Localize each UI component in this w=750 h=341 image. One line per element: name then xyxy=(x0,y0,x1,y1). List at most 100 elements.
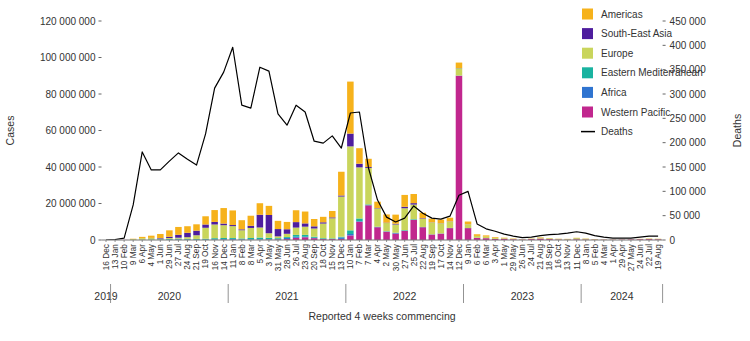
x-tick xyxy=(649,240,650,242)
year-separator xyxy=(228,284,229,303)
legend-label: Africa xyxy=(601,87,627,98)
x-tick xyxy=(332,240,333,242)
bar-segment xyxy=(320,224,327,239)
x-tick xyxy=(558,240,559,242)
bar-segment xyxy=(646,238,653,239)
bar-segment xyxy=(510,238,517,239)
y2-tick xyxy=(663,94,666,95)
y2-tick-label: 200 000 xyxy=(670,137,707,148)
x-tick xyxy=(440,240,441,242)
bar-segment xyxy=(220,238,227,239)
bar-segment xyxy=(501,238,508,239)
bar-segment xyxy=(302,223,309,226)
bar-segment xyxy=(420,219,427,227)
y-tick xyxy=(99,21,102,22)
bar-segment xyxy=(392,224,399,232)
bar-segment xyxy=(392,233,399,235)
bar-segment xyxy=(564,239,571,240)
bar-segment xyxy=(365,205,372,206)
bar-segment xyxy=(573,237,580,238)
year-separator xyxy=(463,284,464,303)
x-tick xyxy=(115,240,116,242)
bar-segment xyxy=(229,226,236,238)
bar-segment xyxy=(646,239,653,240)
bar-segment xyxy=(492,238,499,239)
year-label: 2024 xyxy=(610,290,634,302)
bar-segment xyxy=(329,211,336,217)
legend: AmericasSouth-East AsiaEuropeEastern Med… xyxy=(581,9,703,138)
bar-segment xyxy=(293,222,300,227)
bar-segment xyxy=(275,229,282,236)
y-tick-label: 0 xyxy=(90,235,96,246)
x-tick xyxy=(350,240,351,242)
bar-segment xyxy=(438,234,445,240)
x-tick xyxy=(250,240,251,242)
legend-label: Europe xyxy=(601,48,634,59)
x-tick xyxy=(232,240,233,242)
bar-segment xyxy=(374,227,381,240)
bar-segment xyxy=(429,222,436,234)
x-tick xyxy=(477,240,478,242)
bar-segment xyxy=(420,227,427,240)
bar-segment xyxy=(356,218,363,221)
bar-segment xyxy=(528,238,535,239)
bar-segment xyxy=(537,237,544,239)
bar-segment xyxy=(220,225,227,238)
bar-segment xyxy=(148,238,155,239)
bar-segment xyxy=(383,223,390,231)
bar-segment xyxy=(347,134,354,147)
bar-segment xyxy=(311,237,318,238)
bar-segment xyxy=(401,231,408,240)
y2-tick xyxy=(663,191,666,192)
chart: 020 000 00040 000 00060 000 00080 000 00… xyxy=(0,0,750,341)
bar-segment xyxy=(474,234,481,236)
legend-swatch xyxy=(582,87,593,98)
bar-segment xyxy=(564,238,571,239)
bar-segment xyxy=(374,208,381,226)
x-tick xyxy=(458,240,459,242)
y2-tick-label: 300 000 xyxy=(670,89,707,100)
x-tick xyxy=(594,240,595,242)
bar-segment xyxy=(202,228,209,239)
y2-tick-label: 100 000 xyxy=(670,186,707,197)
x-tick xyxy=(196,240,197,242)
bar-segment xyxy=(229,210,236,225)
bar-segment xyxy=(637,239,644,240)
bar-segment xyxy=(483,238,490,239)
bar-segment xyxy=(573,238,580,239)
bar-segment xyxy=(248,226,255,228)
x-tick xyxy=(151,240,152,242)
bar-segment xyxy=(655,238,662,239)
bar-segment xyxy=(347,234,354,235)
bar-segment xyxy=(492,237,499,238)
bar-segment xyxy=(347,230,354,234)
x-tick xyxy=(549,240,550,242)
legend-swatch xyxy=(582,9,593,20)
bar-segment xyxy=(356,148,363,164)
bar-segment xyxy=(501,238,508,239)
x-tick xyxy=(603,240,604,242)
y-axis-title: Cases xyxy=(4,116,16,146)
y2-tick-label: 450 000 xyxy=(670,16,707,27)
bar-segment xyxy=(582,238,589,239)
bar-segment xyxy=(266,238,273,239)
x-tick xyxy=(359,240,360,242)
x-tick xyxy=(296,240,297,242)
y-tick-label: 120 000 000 xyxy=(40,16,96,27)
bar-segment xyxy=(410,203,417,204)
year-separator xyxy=(662,284,663,303)
x-tick xyxy=(585,240,586,242)
x-tick xyxy=(142,240,143,242)
bar-segment xyxy=(202,224,209,227)
x-tick xyxy=(178,240,179,242)
bar-segment xyxy=(248,228,255,238)
x-tick xyxy=(513,240,514,242)
x-tick xyxy=(305,240,306,242)
bar-segment xyxy=(546,239,553,240)
bar-segment xyxy=(456,76,463,240)
x-tick xyxy=(106,240,107,242)
bar-segment xyxy=(248,216,255,226)
bar-segment xyxy=(139,238,146,239)
bar-segment xyxy=(284,238,291,239)
bar-segment xyxy=(284,234,291,237)
